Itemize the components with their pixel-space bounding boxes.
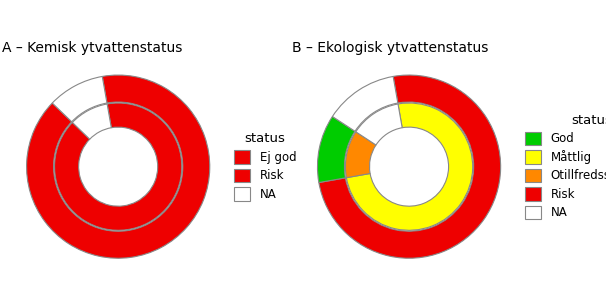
Wedge shape <box>72 104 112 139</box>
Wedge shape <box>333 76 398 131</box>
Wedge shape <box>319 75 501 258</box>
Wedge shape <box>52 76 107 122</box>
Wedge shape <box>27 75 210 258</box>
Wedge shape <box>345 132 376 178</box>
Text: B – Ekologisk ytvattenstatus: B – Ekologisk ytvattenstatus <box>292 41 489 55</box>
Legend: Ej god, Risk, NA: Ej god, Risk, NA <box>230 129 300 205</box>
Wedge shape <box>347 103 473 230</box>
Legend: God, Måttlig, Otillfredsställande, Risk, NA: God, Måttlig, Otillfredsställande, Risk,… <box>521 110 606 223</box>
Text: A – Kemisk ytvattenstatus: A – Kemisk ytvattenstatus <box>2 41 182 55</box>
Wedge shape <box>55 103 182 230</box>
Wedge shape <box>356 104 402 145</box>
Wedge shape <box>318 116 355 182</box>
